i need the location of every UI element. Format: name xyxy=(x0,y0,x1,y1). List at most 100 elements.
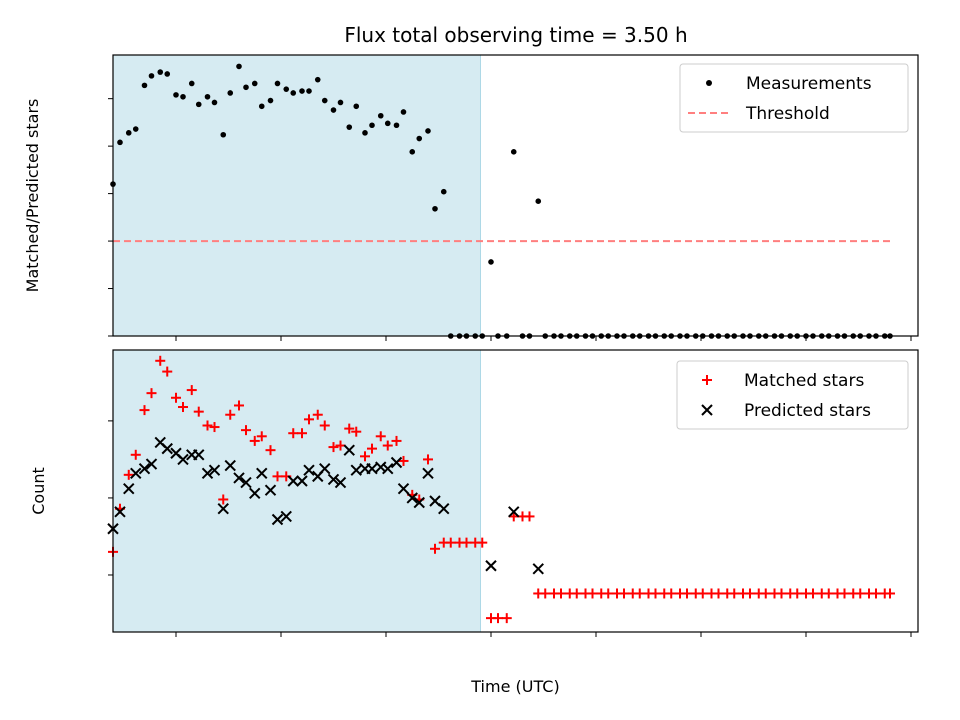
predicted-point xyxy=(177,453,189,466)
measurement-point xyxy=(314,76,321,83)
measurement-point xyxy=(117,139,123,146)
predicted-point xyxy=(287,475,299,487)
predicted-point xyxy=(319,462,331,475)
predicted-point xyxy=(438,503,450,515)
measurement-point xyxy=(393,122,400,129)
predicted-point xyxy=(145,458,158,470)
legend-x-mark xyxy=(701,404,713,416)
measurement-point xyxy=(258,103,265,110)
legend-label-threshold: Threshold xyxy=(745,104,830,124)
predicted-point xyxy=(114,506,126,518)
predicted-point xyxy=(280,510,292,523)
predicted-points xyxy=(107,436,544,575)
predicted-point xyxy=(271,513,284,526)
predicted-point xyxy=(334,476,347,489)
count-x-ticks xyxy=(175,632,912,637)
legend-label-predicted: Predicted stars xyxy=(744,401,871,421)
measurement-point xyxy=(432,205,438,212)
ratio-legend: Measurements Threshold xyxy=(679,63,909,133)
observing-window-bottom xyxy=(112,349,481,633)
ratio-y-ticks xyxy=(108,98,113,337)
measurement-point xyxy=(267,97,274,104)
measurement-point xyxy=(274,80,281,87)
measurement-point xyxy=(125,130,132,136)
ratio-panel-frame xyxy=(112,54,919,337)
predicted-point xyxy=(485,560,497,572)
measurement-point xyxy=(227,90,234,96)
measurement-point xyxy=(180,93,186,100)
predicted-point xyxy=(429,495,441,507)
predicted-point xyxy=(397,482,410,495)
predicted-point xyxy=(138,462,151,475)
predicted-point xyxy=(249,487,261,500)
measurement-point xyxy=(306,88,312,94)
predicted-point xyxy=(130,467,142,479)
predicted-point xyxy=(390,456,403,469)
legend-label-matched: Matched stars xyxy=(744,371,864,391)
count-y-ticks xyxy=(108,420,113,576)
predicted-point xyxy=(422,467,434,479)
predicted-point xyxy=(161,442,173,455)
measurement-point xyxy=(330,107,337,113)
measurement-point xyxy=(353,103,360,110)
measurement-point xyxy=(148,73,155,79)
predicted-point xyxy=(413,496,425,509)
predicted-point xyxy=(193,449,205,461)
measurement-point xyxy=(384,120,391,127)
ratio-legend-box xyxy=(679,63,909,133)
measurement-point xyxy=(173,92,179,98)
measurement-point xyxy=(251,80,258,87)
predicted-point xyxy=(343,444,355,456)
measurement-point xyxy=(290,90,297,96)
predicted-point xyxy=(170,447,182,459)
ratio-x-ticks xyxy=(175,336,912,341)
predicted-point xyxy=(508,506,520,518)
measurement-point xyxy=(346,124,353,130)
predicted-point xyxy=(366,462,378,475)
count-legend-box xyxy=(676,360,909,430)
predicted-point xyxy=(303,464,315,476)
measurement-point xyxy=(204,93,211,100)
legend-marker-matched xyxy=(702,375,712,385)
measurement-point xyxy=(425,128,431,134)
ratio-y-axis-label: Matched/Predicted stars xyxy=(23,99,42,293)
chart-title: Flux total observing time = 3.50 h xyxy=(344,23,687,47)
predicted-point xyxy=(327,473,340,486)
predicted-point xyxy=(406,492,418,504)
measurement-points xyxy=(110,63,893,339)
measurement-point xyxy=(299,88,305,94)
predicted-point xyxy=(350,464,362,476)
measurement-point xyxy=(369,122,375,129)
predicted-point xyxy=(532,563,544,575)
ratio-panel: Matched/Predicted stars Measurements Thr… xyxy=(23,54,919,341)
measurement-point xyxy=(400,109,407,115)
measurement-point xyxy=(488,259,494,265)
measurement-point xyxy=(416,135,423,142)
measurement-point xyxy=(321,97,328,104)
predicted-point xyxy=(264,484,277,496)
matched-points xyxy=(108,355,895,624)
predicted-point xyxy=(233,472,245,484)
predicted-point xyxy=(240,476,252,489)
measurement-point xyxy=(157,69,164,75)
measurement-point xyxy=(220,131,227,138)
predicted-point xyxy=(123,482,135,495)
measurement-point xyxy=(362,130,368,136)
measurement-point xyxy=(440,188,447,195)
measurement-point xyxy=(236,63,242,70)
measurement-point xyxy=(535,198,542,204)
measurement-point xyxy=(337,99,344,106)
legend-marker-measurements xyxy=(706,80,712,86)
measurement-point xyxy=(164,71,171,77)
predicted-point xyxy=(296,475,308,487)
count-panel-frame xyxy=(112,349,919,633)
x-axis-label: Time (UTC) xyxy=(470,677,559,696)
predicted-point xyxy=(201,467,214,479)
measurement-point xyxy=(283,86,290,92)
predicted-point xyxy=(382,462,394,475)
predicted-point xyxy=(208,464,221,476)
count-y-axis-label: Count xyxy=(29,467,48,515)
measurement-point xyxy=(243,84,249,91)
measurement-point xyxy=(510,149,517,155)
measurement-point xyxy=(132,126,139,132)
